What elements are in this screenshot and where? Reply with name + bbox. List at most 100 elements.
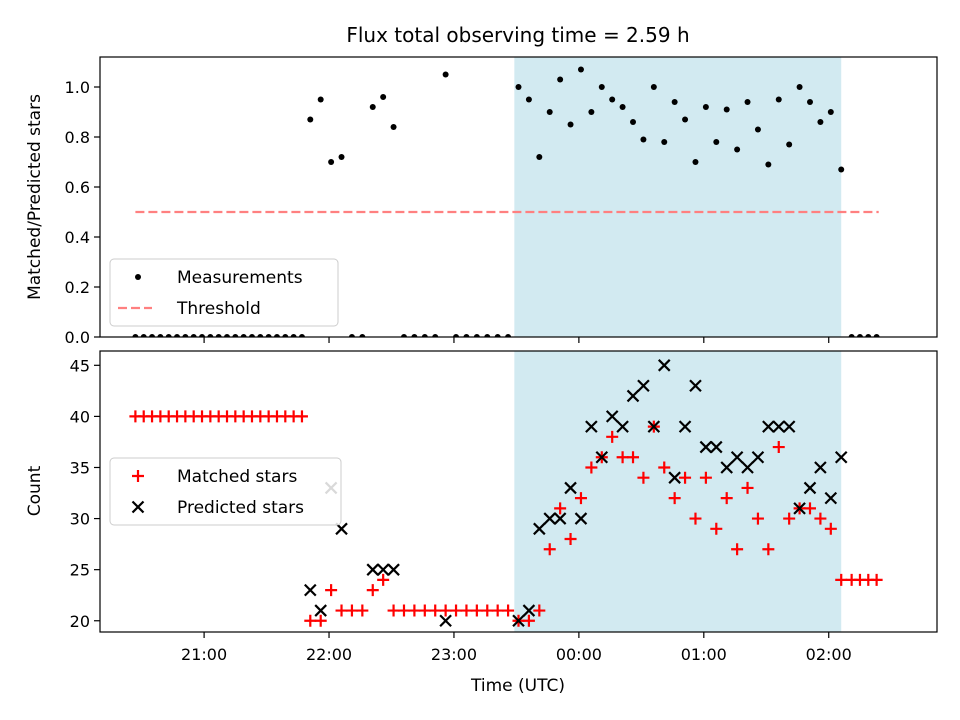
measurements-point: [257, 334, 264, 337]
y-tick-label: 0.4: [65, 228, 90, 247]
measurements-point: [619, 104, 626, 110]
matched-stars-point: [325, 584, 338, 597]
measurements-point: [369, 104, 376, 110]
matched-stars-point: [314, 614, 327, 627]
matched-stars-point: [429, 604, 442, 617]
measurements-point: [421, 334, 428, 337]
matched-stars-point: [450, 604, 463, 617]
matched-stars-point: [741, 481, 754, 494]
measurements-point: [182, 334, 189, 337]
predicted-stars-point: [522, 604, 536, 617]
y-tick-label: 0.6: [65, 178, 90, 197]
predicted-stars-point: [626, 389, 640, 403]
predicted-stars-point: [585, 420, 598, 433]
matched-stars-point: [522, 614, 535, 627]
predicted-stars-point: [772, 420, 786, 433]
matched-stars-point: [366, 584, 379, 597]
measurements-point: [207, 334, 214, 337]
matched-stars-point: [418, 604, 431, 617]
measurements-point: [273, 334, 280, 337]
matched-stars-point: [554, 502, 567, 515]
matched-stars-point: [870, 573, 883, 586]
x-tick-label: 01:00: [681, 645, 727, 664]
matched-stars-point: [824, 522, 837, 535]
measurements-point: [149, 334, 156, 337]
matched-stars-point: [803, 502, 816, 515]
matched-stars-point: [668, 492, 681, 505]
predicted-stars-point: [439, 614, 452, 628]
measurements-point: [290, 334, 297, 337]
matched-stars-point: [470, 604, 483, 617]
measurements-point: [640, 136, 647, 143]
predicted-stars-point: [699, 440, 713, 454]
matched-stars-point: [564, 533, 577, 546]
measurements-point: [744, 99, 751, 105]
matched-stars-point: [345, 604, 358, 617]
legend-label: Matched stars: [177, 467, 297, 487]
measurements-point: [754, 126, 761, 133]
ratio-panel: 0.0 0.2 0.4 0.6 0.8 1.0 Matched/Predicted star…: [25, 56, 938, 347]
measurements-point: [546, 109, 553, 115]
measurements-point: [265, 334, 272, 337]
measurements-point: [557, 76, 564, 83]
count-panel: 20 25 30 35 40 45 21:00 22:00 23:00 00:00 01:00 02:…: [25, 350, 938, 664]
predicted-stars-point: [762, 420, 775, 433]
legend-label: Measurements: [177, 268, 303, 288]
predicted-stars-point: [710, 440, 723, 454]
legend: Measurements Threshold: [109, 258, 339, 327]
y-tick-label: 40: [70, 407, 90, 426]
measurements-point: [317, 96, 324, 103]
matched-stars-point: [491, 604, 504, 617]
measurements-point: [174, 334, 181, 337]
matched-stars-point: [408, 604, 421, 617]
matched-stars-point: [439, 604, 452, 617]
predicted-stars-point: [533, 522, 546, 536]
measurements-point: [692, 159, 699, 165]
predicted-stars-point: [782, 420, 796, 433]
matched-stars-point: [627, 451, 640, 464]
matched-stars-point: [356, 604, 369, 617]
matched-stars-point: [387, 604, 400, 617]
matched-stars-point: [720, 492, 733, 505]
matched-stars-point: [710, 522, 723, 535]
measurements-point: [232, 334, 239, 337]
measurements-point: [734, 146, 741, 153]
predicted-stars-point: [637, 379, 650, 393]
matched-stars-point: [460, 604, 473, 617]
matched-stars-point: [585, 461, 598, 474]
matched-stars-point: [543, 543, 556, 556]
predicted-stars-point: [803, 481, 817, 495]
matched-stars-point: [731, 543, 744, 556]
measurements-point: [865, 334, 872, 337]
measurements-point: [577, 66, 584, 73]
measurements-point: [190, 334, 197, 337]
x-tick-label: 21:00: [181, 645, 227, 664]
measurements-point: [806, 99, 813, 105]
predicted-stars-point: [553, 512, 567, 525]
x-tick-label: 23:00: [431, 645, 477, 664]
matched-stars-point: [397, 604, 410, 617]
y-tick-label: 45: [70, 356, 90, 375]
matched-stars-point: [835, 573, 848, 586]
measurements-point: [494, 334, 501, 337]
x-tick-label: 02:00: [806, 645, 852, 664]
predicted-stars-point: [605, 410, 619, 423]
measurements-point: [199, 334, 206, 337]
matched-stars-point: [762, 543, 775, 556]
y-tick-label: 0.0: [65, 328, 90, 347]
measurements-point: [298, 334, 305, 337]
predicted-stars-point: [595, 450, 609, 464]
measurements-point: [796, 84, 803, 90]
measurements-point: [827, 109, 834, 115]
measurements-point: [157, 334, 164, 337]
markers-group: [132, 66, 880, 337]
measurements-point: [380, 94, 387, 100]
axes-frame: [99, 56, 938, 338]
legend-label: Threshold: [176, 299, 261, 319]
observing-window-band: [514, 57, 842, 337]
measurements-point: [307, 116, 314, 123]
legend-label: Predicted stars: [177, 498, 304, 518]
predicted-stars-point: [574, 512, 588, 525]
measurements-point: [348, 334, 355, 337]
matched-stars-point: [606, 430, 619, 443]
